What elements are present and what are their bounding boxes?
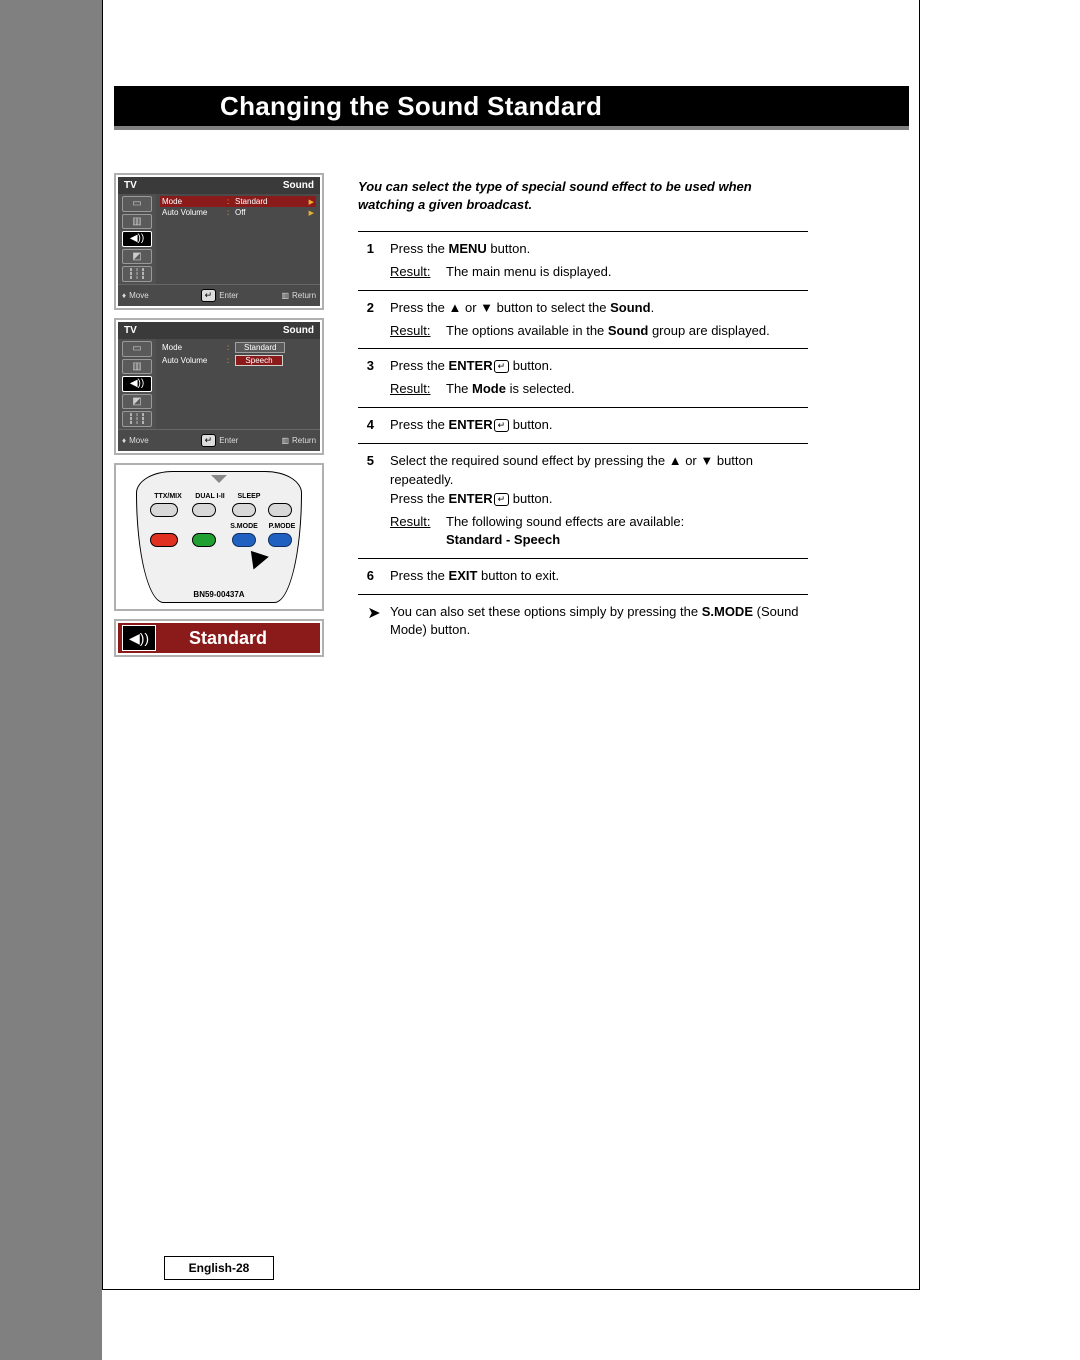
sleep-button (232, 503, 256, 517)
sound-icon: ◀)) (122, 231, 152, 247)
tv2-sidebar-icons: ▭ ▥ ◀)) ◩ ┇┆┇ (118, 339, 156, 429)
tip-note: ➤ You can also set these options simply … (358, 595, 808, 647)
sound-mode-osd-bar: ◀)) Standard (114, 619, 324, 657)
step-body: Press the ▲ or ▼ button to select the So… (390, 299, 808, 341)
tv1-footer: ♦Move ↵Enter ▥Return (118, 284, 320, 306)
remote-illustration: TTX/MIX DUAL I-II SLEEP S.MODE P.MODE BN… (114, 463, 324, 611)
setup-icon: ◩ (122, 394, 152, 410)
dual-label: DUAL I-II (192, 493, 228, 500)
result-label: Result: (390, 322, 446, 341)
chevron-down-icon (211, 475, 227, 483)
blank-button (268, 503, 292, 517)
standard-label: Standard (156, 628, 320, 649)
result-text: The following sound effects are availabl… (446, 513, 808, 551)
picture-icon: ▥ (122, 359, 152, 375)
left-illustration-column: TV Sound ▭ ▥ ◀)) ◩ ┇┆┇ Mode : Standard ▶ (114, 173, 324, 657)
dual-button (192, 503, 216, 517)
tv2-rows: Mode : Standard Auto Volume : Speech (156, 339, 320, 429)
speaker-icon: ◀)) (122, 625, 156, 651)
tv1-header-right: Sound (162, 180, 314, 191)
tv2-header-left: TV (124, 325, 162, 336)
step-number: 5 (358, 452, 390, 550)
step-number: 4 (358, 416, 390, 435)
step-number: 6 (358, 567, 390, 586)
step-5: 5Select the required sound effect by pre… (358, 444, 808, 559)
step-4: 4Press the ENTER↵ button. (358, 408, 808, 444)
sound-icon: ◀)) (122, 376, 152, 392)
step-number: 1 (358, 240, 390, 282)
tv2-footer: ♦Move ↵Enter ▥Return (118, 429, 320, 451)
result-text: The main menu is displayed. (446, 263, 808, 282)
remote-model-label: BN59-00437A (116, 590, 322, 599)
result-label: Result: (390, 263, 446, 282)
step-list: 1Press the MENU button.Result:The main m… (358, 231, 808, 595)
equalizer-icon: ┇┆┇ (122, 411, 152, 427)
tv-menu-screenshot-1: TV Sound ▭ ▥ ◀)) ◩ ┇┆┇ Mode : Standard ▶ (114, 173, 324, 310)
instruction-column: You can select the type of special sound… (358, 178, 808, 647)
step-body: Select the required sound effect by pres… (390, 452, 808, 550)
ttx-button (150, 503, 178, 517)
left-margin-stripe (0, 0, 102, 1360)
picture-icon: ▥ (122, 214, 152, 230)
red-button (150, 533, 178, 547)
title-bar: Changing the Sound Standard (114, 86, 909, 130)
tv1-sidebar-icons: ▭ ▥ ◀)) ◩ ┇┆┇ (118, 194, 156, 284)
step-6: 6Press the EXIT button to exit. (358, 559, 808, 595)
step-number: 2 (358, 299, 390, 341)
intro-text: You can select the type of special sound… (358, 178, 808, 213)
page-number: English-28 (164, 1256, 274, 1280)
step-body: Press the ENTER↵ button.Result:The Mode … (390, 357, 808, 399)
step-body: Press the ENTER↵ button. (390, 416, 808, 435)
tip-text: You can also set these options simply by… (390, 603, 808, 639)
sleep-label: SLEEP (234, 493, 264, 500)
step-1: 1Press the MENU button.Result:The main m… (358, 232, 808, 291)
tv-icon: ▭ (122, 341, 152, 357)
tv2-row-autovol: Auto Volume : Speech (160, 354, 316, 367)
ttx-mix-label: TTX/MIX (150, 493, 186, 500)
page-title: Changing the Sound Standard (114, 86, 909, 126)
setup-icon: ◩ (122, 249, 152, 265)
result-text: The options available in the Sound group… (446, 322, 808, 341)
tv1-rows: Mode : Standard ▶ Auto Volume : Off ▶ (156, 194, 320, 284)
result-text: The Mode is selected. (446, 380, 808, 399)
tv2-row-mode: Mode : Standard (160, 341, 316, 354)
step-body: Press the MENU button.Result:The main me… (390, 240, 808, 282)
pointer-arrow-icon (243, 544, 269, 569)
pmode-button (268, 533, 292, 547)
smode-button (232, 533, 256, 547)
step-number: 3 (358, 357, 390, 399)
tv1-row-autovol: Auto Volume : Off ▶ (160, 207, 316, 218)
step-2: 2Press the ▲ or ▼ button to select the S… (358, 291, 808, 350)
step-3: 3Press the ENTER↵ button.Result:The Mode… (358, 349, 808, 408)
tv-menu-screenshot-2: TV Sound ▭ ▥ ◀)) ◩ ┇┆┇ Mode : Standard (114, 318, 324, 455)
result-label: Result: (390, 513, 446, 551)
tv1-header-left: TV (124, 180, 162, 191)
pmode-label: P.MODE (264, 523, 300, 530)
tv2-header-right: Sound (162, 325, 314, 336)
result-label: Result: (390, 380, 446, 399)
step-body: Press the EXIT button to exit. (390, 567, 808, 586)
tv-icon: ▭ (122, 196, 152, 212)
green-button (192, 533, 216, 547)
equalizer-icon: ┇┆┇ (122, 266, 152, 282)
smode-label: S.MODE (226, 523, 262, 530)
tip-icon: ➤ (358, 603, 390, 639)
tv1-row-mode: Mode : Standard ▶ (160, 196, 316, 207)
